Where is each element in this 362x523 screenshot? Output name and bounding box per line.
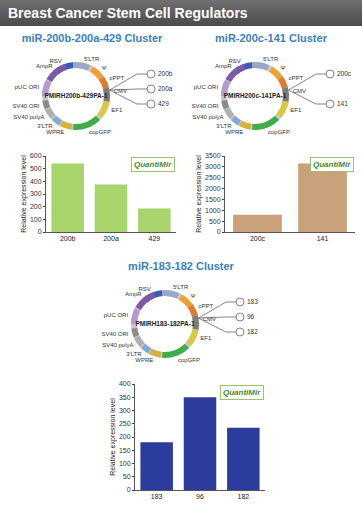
svg-text:400: 400: [30, 178, 42, 185]
svg-text:pUC ORI: pUC ORI: [104, 312, 129, 318]
svg-text:429: 429: [148, 235, 160, 242]
svg-text:PMIRH183-182PA-1: PMIRH183-182PA-1: [135, 320, 195, 327]
html-text:Breast Cancer Stem Cell Regula: Breast Cancer Stem Cell Regulators: [8, 5, 248, 21]
svg-text:500: 500: [209, 218, 221, 225]
svg-text:PMIRH200b-429PA-1: PMIRH200b-429PA-1: [44, 92, 107, 99]
svg-text:SV40 polyA: SV40 polyA: [13, 114, 44, 120]
svg-text:2000: 2000: [205, 185, 221, 192]
svg-text:200a: 200a: [103, 235, 119, 242]
svg-text:Relative expression level: Relative expression level: [195, 155, 203, 233]
svg-text:100: 100: [30, 216, 42, 223]
svg-text:cPPT: cPPT: [289, 75, 304, 81]
svg-text:2500: 2500: [205, 174, 221, 181]
svg-text:RSV: RSV: [228, 57, 241, 64]
svg-text:PMIRH200c-141PA-1: PMIRH200c-141PA-1: [224, 92, 287, 99]
svg-text:0: 0: [217, 228, 221, 235]
svg-text:3500: 3500: [205, 152, 221, 159]
svg-text:copGFP: copGFP: [178, 357, 200, 363]
svg-text:182: 182: [237, 493, 249, 500]
svg-text:CMV: CMV: [292, 87, 306, 94]
svg-text:Ψ: Ψ: [280, 65, 285, 71]
svg-text:200: 200: [119, 433, 131, 440]
svg-text:SV40 ORI: SV40 ORI: [101, 331, 128, 337]
svg-text:3'LTR: 3'LTR: [216, 123, 232, 129]
svg-text:429: 429: [158, 100, 169, 107]
svg-text:AmpR: AmpR: [215, 63, 232, 69]
svg-text:QuantiMir: QuantiMir: [223, 388, 261, 397]
svg-text:182: 182: [247, 328, 258, 335]
svg-text:SV40 ORI: SV40 ORI: [12, 103, 39, 109]
svg-text:200c: 200c: [337, 70, 352, 77]
svg-text:200b: 200b: [158, 70, 173, 77]
svg-text:SV40 polyA: SV40 polyA: [102, 342, 133, 348]
svg-text:Ψ: Ψ: [190, 293, 195, 299]
svg-text:150: 150: [119, 447, 131, 454]
svg-text:copGFP: copGFP: [89, 129, 111, 135]
svg-text:WPRE: WPRE: [225, 129, 243, 135]
svg-text:SV40 polyA: SV40 polyA: [192, 114, 223, 120]
svg-text:141: 141: [317, 235, 329, 242]
svg-text:RSV: RSV: [49, 57, 62, 64]
svg-text:200: 200: [30, 203, 42, 210]
html-text:miR-200b-200a-429 Cluster: miR-200b-200a-429 Cluster: [21, 32, 163, 44]
svg-text:Ψ: Ψ: [101, 65, 106, 71]
svg-text:600: 600: [30, 152, 42, 159]
svg-text:300: 300: [30, 190, 42, 197]
svg-text:500: 500: [30, 165, 42, 172]
svg-text:WPRE: WPRE: [46, 129, 64, 135]
svg-text:0: 0: [127, 486, 131, 493]
svg-text:183: 183: [151, 493, 163, 500]
svg-text:5'LTR: 5'LTR: [84, 56, 100, 62]
svg-text:5'LTR: 5'LTR: [263, 56, 279, 62]
svg-text:96: 96: [247, 313, 255, 320]
svg-text:EF1: EF1: [111, 107, 123, 113]
svg-text:300: 300: [119, 407, 131, 414]
svg-text:1500: 1500: [205, 196, 221, 203]
svg-text:WPRE: WPRE: [135, 357, 153, 363]
svg-text:3000: 3000: [205, 163, 221, 170]
svg-text:100: 100: [119, 460, 131, 467]
svg-text:3'LTR: 3'LTR: [37, 123, 53, 129]
html-text:miR-183-182 Cluster: miR-183-182 Cluster: [128, 260, 234, 272]
svg-text:pUC ORI: pUC ORI: [15, 84, 40, 90]
svg-text:SV40 ORI: SV40 ORI: [191, 103, 218, 109]
svg-text:250: 250: [119, 420, 131, 427]
svg-text:AmpR: AmpR: [125, 291, 142, 297]
svg-text:0: 0: [38, 228, 42, 235]
html-text:miR-200c-141 Cluster: miR-200c-141 Cluster: [215, 32, 327, 44]
svg-text:AmpR: AmpR: [36, 63, 53, 69]
svg-text:5'LTR: 5'LTR: [173, 284, 189, 290]
svg-text:EF1: EF1: [290, 107, 302, 113]
svg-text:400: 400: [119, 380, 131, 387]
svg-text:1000: 1000: [205, 207, 221, 214]
svg-text:pUC ORI: pUC ORI: [194, 84, 219, 90]
svg-text:EF1: EF1: [200, 335, 212, 341]
svg-text:350: 350: [119, 394, 131, 401]
svg-text:QuantiMir: QuantiMir: [313, 160, 351, 169]
svg-text:cPPT: cPPT: [199, 303, 214, 309]
svg-text:141: 141: [337, 100, 348, 107]
svg-text:200c: 200c: [250, 235, 266, 242]
svg-text:50: 50: [123, 473, 131, 480]
svg-text:96: 96: [196, 493, 204, 500]
svg-text:cPPT: cPPT: [110, 75, 125, 81]
svg-text:Relative expression level: Relative expression level: [109, 398, 117, 476]
svg-text:CMV: CMV: [202, 315, 216, 322]
svg-text:200b: 200b: [60, 235, 76, 242]
svg-text:QuantiMir: QuantiMir: [134, 160, 172, 169]
svg-text:3'LTR: 3'LTR: [126, 351, 142, 357]
svg-text:183: 183: [247, 298, 258, 305]
svg-text:copGFP: copGFP: [268, 129, 290, 135]
svg-text:RSV: RSV: [138, 285, 151, 292]
svg-text:CMV: CMV: [113, 87, 127, 94]
svg-text:200a: 200a: [158, 85, 173, 92]
svg-text:Relative expression level: Relative expression level: [20, 155, 28, 233]
